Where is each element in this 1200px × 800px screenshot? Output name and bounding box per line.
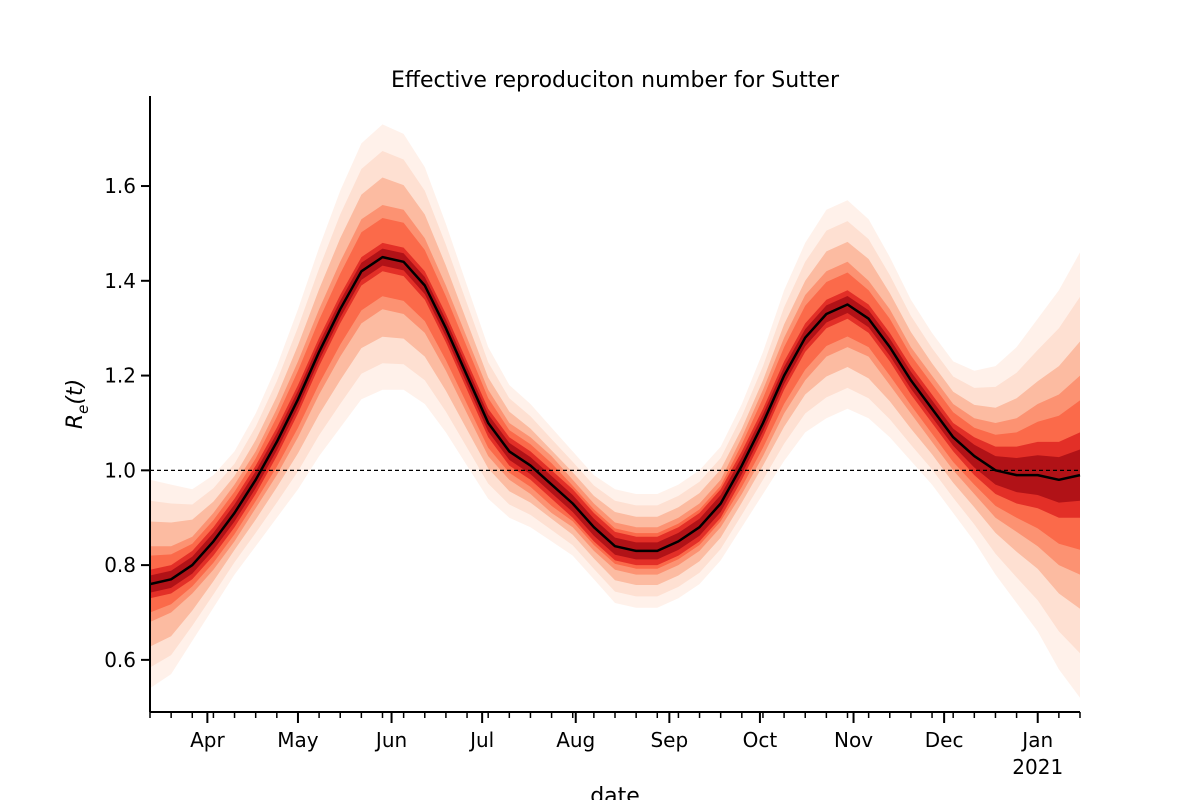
uncertainty-bands (150, 124, 1080, 698)
y-axis-label: Re(t) (63, 379, 92, 429)
y-tick-label: 1.0 (104, 458, 136, 482)
x-tick-label: Dec (925, 728, 964, 752)
x-tick-label: Apr (190, 728, 225, 752)
x-tick-label: Nov (834, 728, 873, 752)
median-line (149, 255, 1081, 586)
x-tick-sublabel: 2021 (1012, 755, 1063, 779)
x-tick-label: Sep (650, 728, 688, 752)
x-tick-label: Aug (556, 728, 595, 752)
y-ticks: 0.6 0.8 1.0 1.2 1.4 1.6 (104, 174, 150, 672)
x-tick-label: Oct (743, 728, 778, 752)
x-tick-label: Jun (374, 728, 407, 752)
x-tick-label: Jul (468, 728, 494, 752)
x-axis-label: date (590, 784, 640, 800)
y-tick-label: 0.8 (104, 553, 136, 577)
x-ticks: Apr May Jun Jul Aug Sep Oct Nov Dec Jan 2021 (149, 712, 1081, 779)
y-tick-label: 1.6 (104, 174, 136, 198)
y-tick-label: 1.4 (104, 269, 136, 293)
chart-title: Effective reproduciton number for Sutter (391, 68, 840, 93)
y-tick-label: 1.2 (104, 364, 136, 388)
x-tick-label: May (277, 728, 319, 752)
y-tick-label: 0.6 (104, 648, 136, 672)
x-tick-label: Jan (1020, 728, 1053, 752)
